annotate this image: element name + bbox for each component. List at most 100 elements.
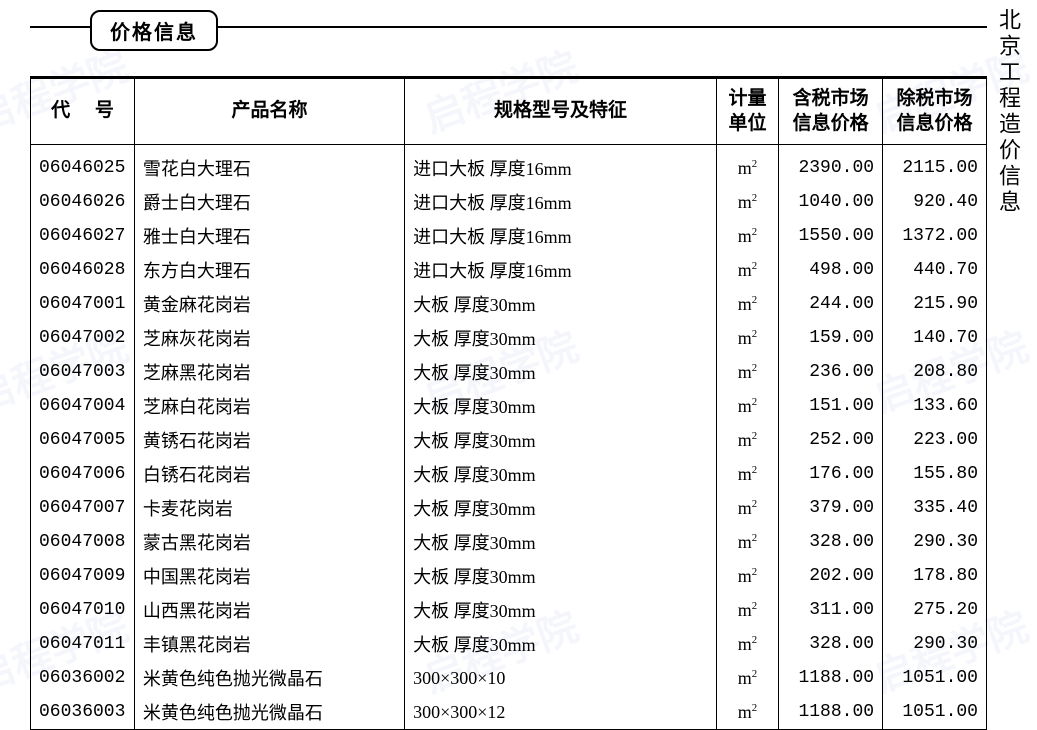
table-row: 06047003芝麻黑花岗岩大板 厚度30mmm2236.00208.80 (31, 355, 987, 389)
cell-price-incl: 328.00 (779, 525, 883, 559)
cell-spec: 大板 厚度30mm (405, 355, 717, 389)
cell-unit: m2 (716, 593, 778, 627)
table-row: 06047005黄锈石花岗岩大板 厚度30mmm2252.00223.00 (31, 423, 987, 457)
cell-name: 丰镇黑花岗岩 (134, 627, 404, 661)
col-header-p2-l1: 除税市场 (897, 88, 973, 109)
cell-price-incl: 2390.00 (779, 145, 883, 186)
cell-unit: m2 (716, 253, 778, 287)
col-header-unit: 计量 单位 (716, 78, 778, 145)
col-header-unit-l2: 单位 (728, 113, 766, 134)
cell-spec: 300×300×10 (405, 661, 717, 695)
cell-code: 06047011 (31, 627, 135, 661)
cell-code: 06047008 (31, 525, 135, 559)
cell-price-incl: 151.00 (779, 389, 883, 423)
cell-price-excl: 133.60 (883, 389, 987, 423)
cell-price-excl: 440.70 (883, 253, 987, 287)
cell-price-excl: 2115.00 (883, 145, 987, 186)
cell-unit: m2 (716, 559, 778, 593)
cell-spec: 大板 厚度30mm (405, 559, 717, 593)
cell-price-incl: 236.00 (779, 355, 883, 389)
cell-name: 米黄色纯色抛光微晶石 (134, 695, 404, 730)
col-header-price-excl: 除税市场 信息价格 (883, 78, 987, 145)
cell-price-excl: 208.80 (883, 355, 987, 389)
col-header-price-incl: 含税市场 信息价格 (779, 78, 883, 145)
cell-code: 06036003 (31, 695, 135, 730)
cell-unit: m2 (716, 287, 778, 321)
cell-code: 06047005 (31, 423, 135, 457)
cell-price-excl: 215.90 (883, 287, 987, 321)
side-vertical-title: 北京工程造价信息 (999, 8, 1023, 216)
cell-name: 白锈石花岗岩 (134, 457, 404, 491)
table-header-row: 代 号 产品名称 规格型号及特征 计量 单位 含税市场 信息价格 除税市场 信息… (31, 78, 987, 145)
cell-price-incl: 1550.00 (779, 219, 883, 253)
cell-price-incl: 1188.00 (779, 661, 883, 695)
cell-name: 黄锈石花岗岩 (134, 423, 404, 457)
cell-spec: 300×300×12 (405, 695, 717, 730)
cell-price-incl: 176.00 (779, 457, 883, 491)
cell-unit: m2 (716, 145, 778, 186)
cell-price-incl: 379.00 (779, 491, 883, 525)
cell-price-incl: 328.00 (779, 627, 883, 661)
cell-name: 雅士白大理石 (134, 219, 404, 253)
cell-price-incl: 252.00 (779, 423, 883, 457)
cell-price-incl: 202.00 (779, 559, 883, 593)
price-table-wrap: 代 号 产品名称 规格型号及特征 计量 单位 含税市场 信息价格 除税市场 信息… (30, 76, 987, 730)
cell-spec: 大板 厚度30mm (405, 457, 717, 491)
cell-unit: m2 (716, 321, 778, 355)
cell-name: 山西黑花岗岩 (134, 593, 404, 627)
cell-spec: 大板 厚度30mm (405, 321, 717, 355)
cell-name: 爵士白大理石 (134, 185, 404, 219)
table-row: 06046027雅士白大理石进口大板 厚度16mmm21550.001372.0… (31, 219, 987, 253)
col-header-code: 代 号 (31, 78, 135, 145)
cell-name: 芝麻灰花岗岩 (134, 321, 404, 355)
table-row: 06047011丰镇黑花岗岩大板 厚度30mmm2328.00290.30 (31, 627, 987, 661)
cell-spec: 大板 厚度30mm (405, 627, 717, 661)
cell-name: 芝麻白花岗岩 (134, 389, 404, 423)
cell-price-excl: 1372.00 (883, 219, 987, 253)
table-row: 06047006白锈石花岗岩大板 厚度30mmm2176.00155.80 (31, 457, 987, 491)
col-header-p2-l2: 信息价格 (897, 113, 973, 134)
cell-price-excl: 1051.00 (883, 695, 987, 730)
cell-price-excl: 275.20 (883, 593, 987, 627)
cell-price-excl: 1051.00 (883, 661, 987, 695)
cell-spec: 进口大板 厚度16mm (405, 145, 717, 186)
cell-spec: 大板 厚度30mm (405, 287, 717, 321)
cell-code: 06047003 (31, 355, 135, 389)
cell-name: 黄金麻花岗岩 (134, 287, 404, 321)
cell-code: 06046025 (31, 145, 135, 186)
table-row: 06046028东方白大理石进口大板 厚度16mmm2498.00440.70 (31, 253, 987, 287)
cell-price-incl: 311.00 (779, 593, 883, 627)
table-row: 06047009中国黑花岗岩大板 厚度30mmm2202.00178.80 (31, 559, 987, 593)
table-row: 06047010山西黑花岗岩大板 厚度30mmm2311.00275.20 (31, 593, 987, 627)
table-row: 06047004芝麻白花岗岩大板 厚度30mmm2151.00133.60 (31, 389, 987, 423)
cell-unit: m2 (716, 185, 778, 219)
cell-price-excl: 155.80 (883, 457, 987, 491)
cell-unit: m2 (716, 661, 778, 695)
cell-price-incl: 498.00 (779, 253, 883, 287)
cell-code: 06047002 (31, 321, 135, 355)
col-header-unit-l1: 计量 (728, 88, 766, 109)
cell-name: 芝麻黑花岗岩 (134, 355, 404, 389)
cell-price-incl: 1040.00 (779, 185, 883, 219)
cell-unit: m2 (716, 389, 778, 423)
cell-code: 06047004 (31, 389, 135, 423)
cell-code: 06047001 (31, 287, 135, 321)
cell-price-incl: 159.00 (779, 321, 883, 355)
cell-spec: 大板 厚度30mm (405, 593, 717, 627)
cell-spec: 大板 厚度30mm (405, 525, 717, 559)
cell-unit: m2 (716, 423, 778, 457)
cell-code: 06036002 (31, 661, 135, 695)
cell-price-excl: 178.80 (883, 559, 987, 593)
cell-code: 06047006 (31, 457, 135, 491)
table-row: 06036002米黄色纯色抛光微晶石300×300×10m21188.00105… (31, 661, 987, 695)
cell-price-excl: 335.40 (883, 491, 987, 525)
cell-unit: m2 (716, 695, 778, 730)
cell-name: 东方白大理石 (134, 253, 404, 287)
cell-unit: m2 (716, 355, 778, 389)
table-row: 06046026爵士白大理石进口大板 厚度16mmm21040.00920.40 (31, 185, 987, 219)
cell-code: 06046026 (31, 185, 135, 219)
table-row: 06036003米黄色纯色抛光微晶石300×300×12m21188.00105… (31, 695, 987, 730)
col-header-p1-l1: 含税市场 (793, 88, 869, 109)
cell-spec: 进口大板 厚度16mm (405, 185, 717, 219)
cell-name: 米黄色纯色抛光微晶石 (134, 661, 404, 695)
